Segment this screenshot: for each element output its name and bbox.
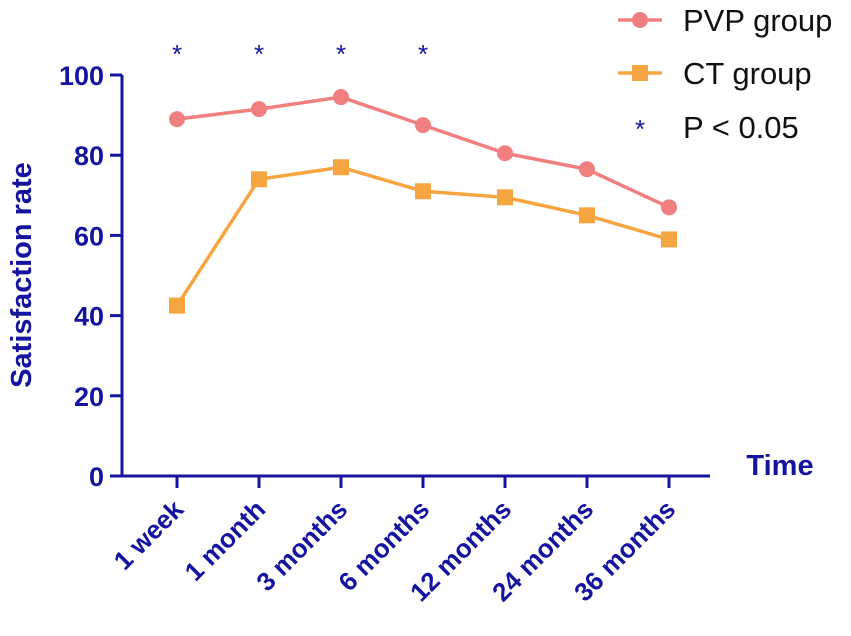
y-tick-label: 20 [74,382,104,412]
significance-star: * [336,39,346,69]
ct-data-point [251,171,267,188]
ct-data-point [415,183,431,200]
ct-data-point [661,231,677,248]
significance-star: * [418,39,428,69]
pvp-data-point [415,117,431,134]
pvp-data-point [579,161,595,178]
pvp-data-point [661,199,677,216]
significance-star: * [172,39,182,69]
significance-legend-marker: * [635,114,645,144]
significance-legend-label: P < 0.05 [683,110,799,145]
y-tick-label: 60 [74,221,104,251]
pvp-data-point [497,145,513,162]
pvp-data-point [333,89,349,106]
axes [120,75,710,478]
x-tick-label: 1 week [108,494,190,576]
y-ticks: 0 20 40 60 80 100 [59,61,122,492]
ct-data-point [579,207,595,224]
legend: PVP group CT group * P < 0.05 [618,3,832,145]
significance-markers: * * * * [172,39,428,69]
pvp-legend-label: PVP group [683,3,832,38]
y-tick-label: 80 [74,141,104,171]
significance-star: * [254,39,264,69]
y-axis-label: Satisfaction rate [6,162,38,388]
x-axis-label: Time [746,450,813,482]
ct-data-point [497,189,513,206]
ct-data-point [333,159,349,176]
ct-data-point [169,297,185,314]
series-group [169,89,677,314]
pvp-legend-marker [632,12,648,28]
pvp-data-point [169,111,185,128]
y-tick-label: 0 [89,462,104,492]
y-tick-label: 100 [59,61,104,91]
y-tick-label: 40 [74,302,104,332]
ct-legend-marker [632,65,648,81]
pvp-data-point [251,101,267,118]
ct-legend-label: CT group [683,56,812,91]
